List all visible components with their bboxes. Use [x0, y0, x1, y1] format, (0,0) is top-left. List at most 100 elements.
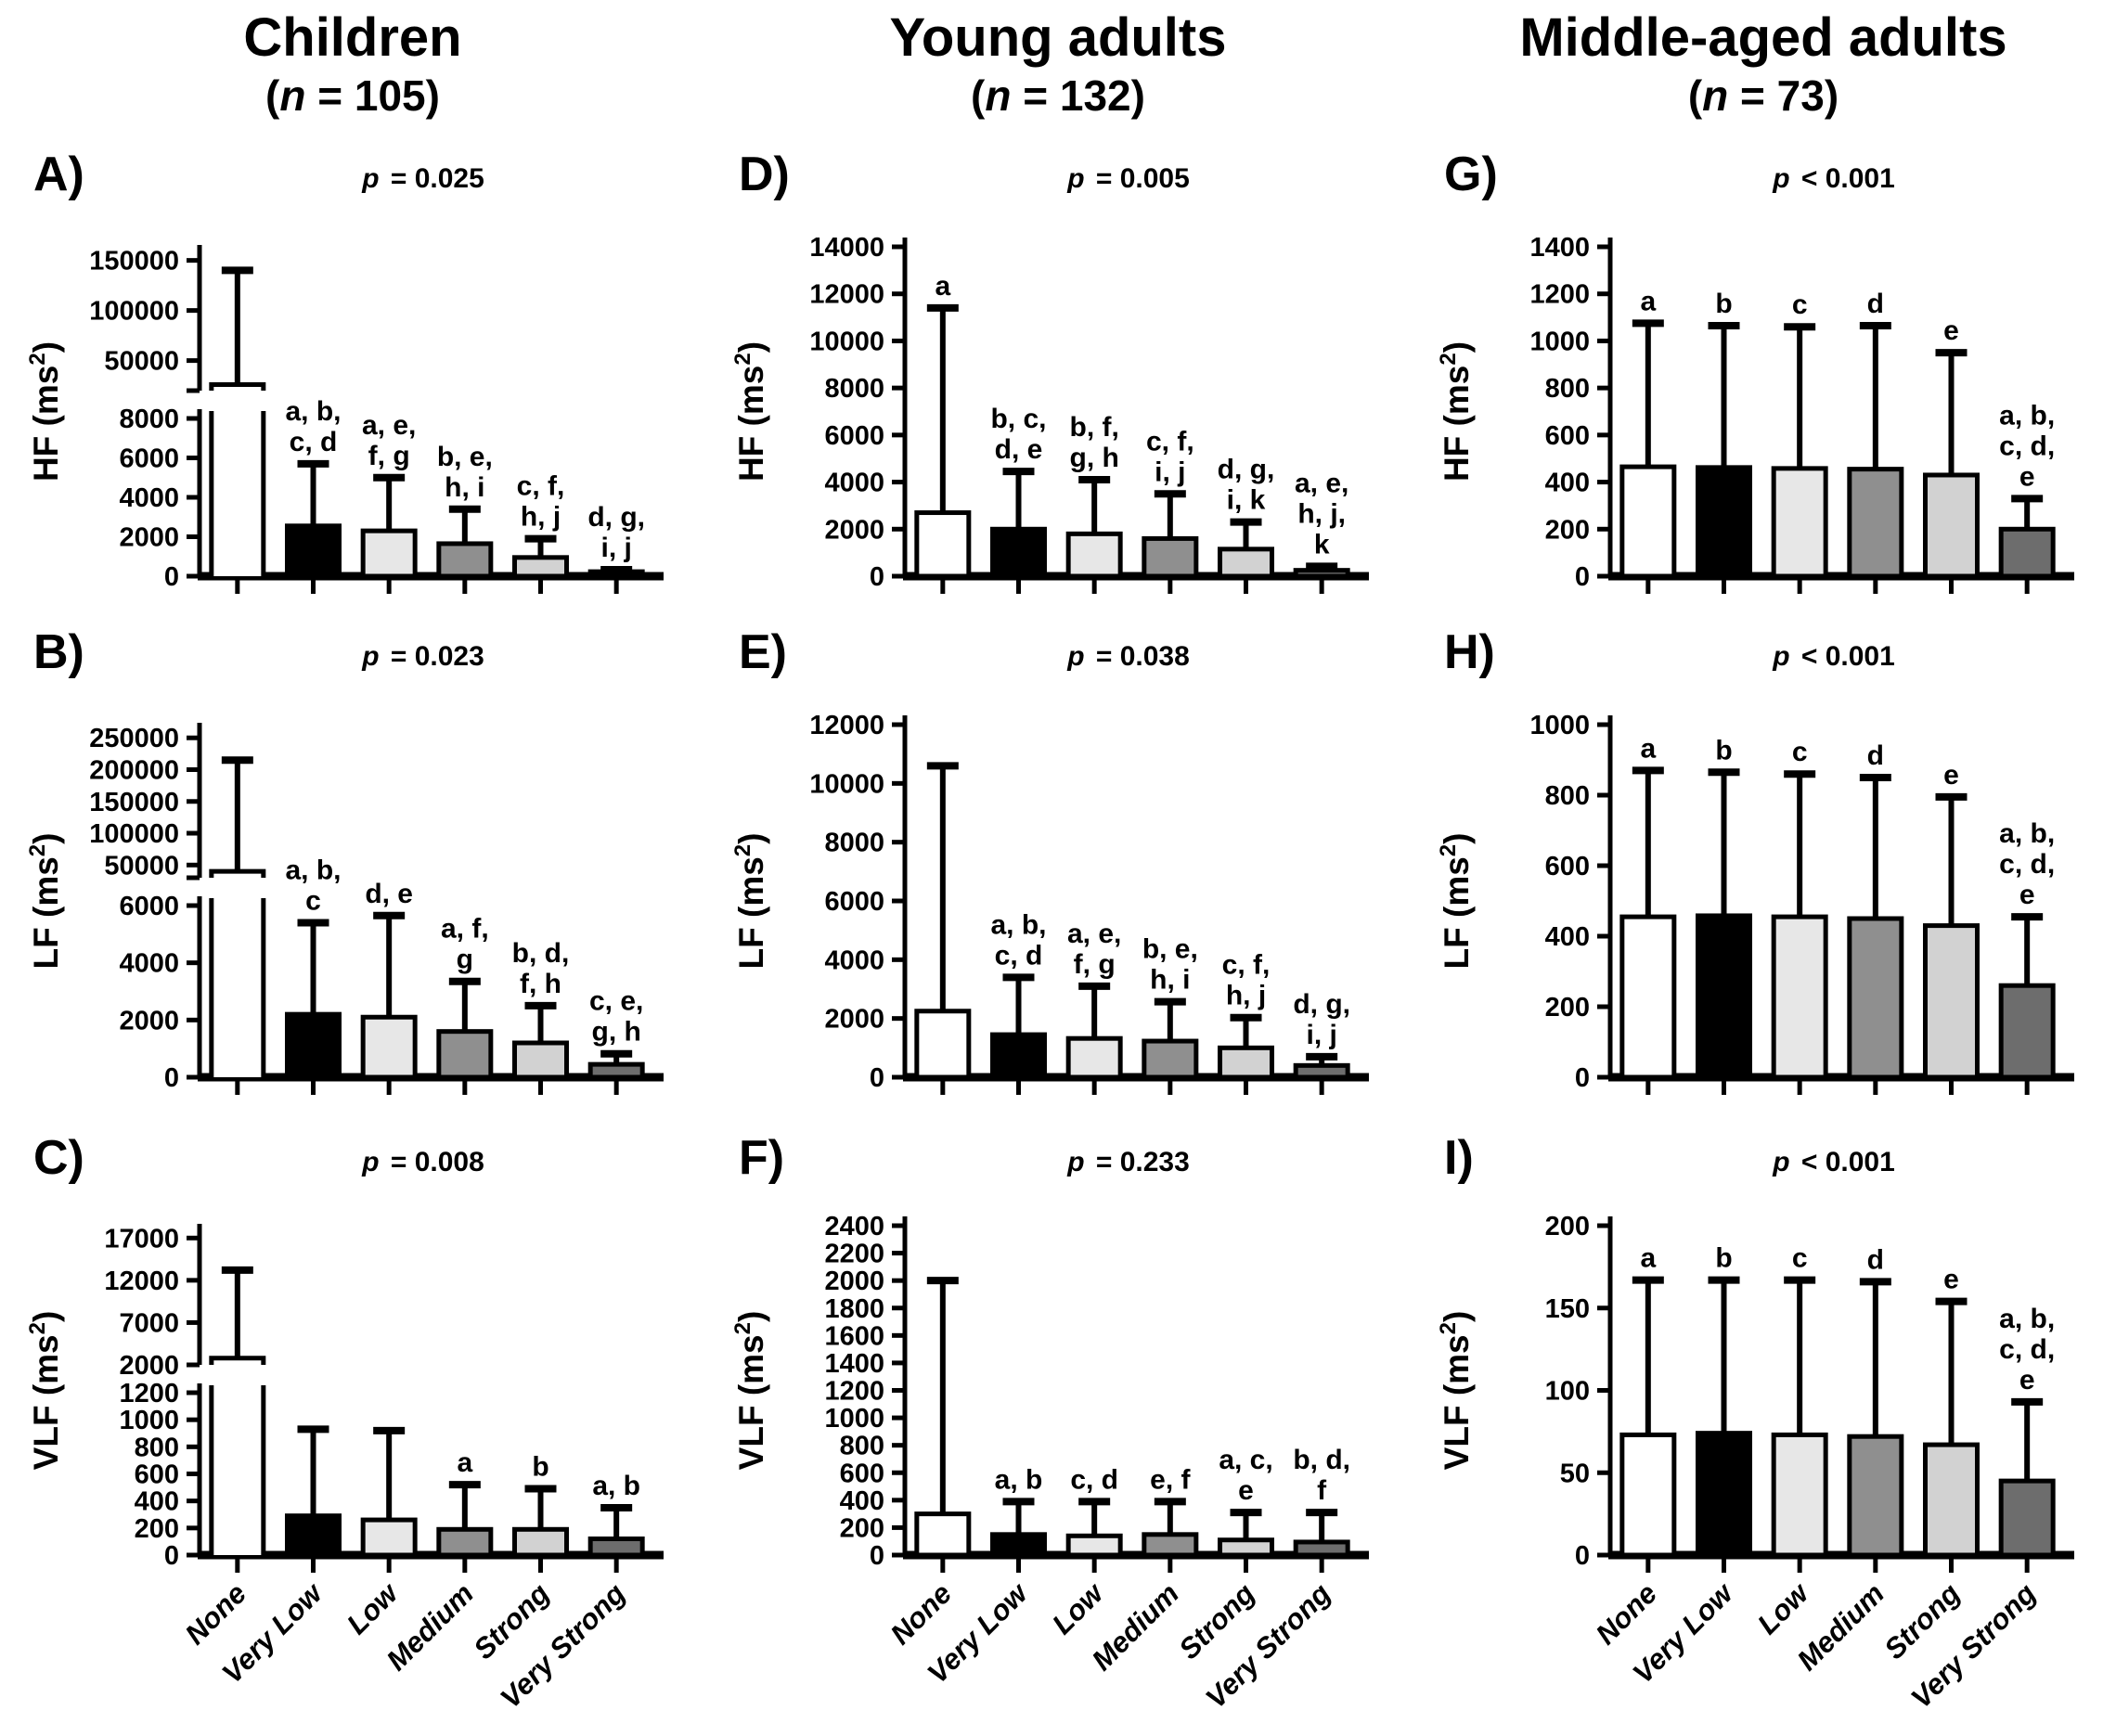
n-value: = 73) — [1728, 71, 1839, 120]
n-symbol: n — [1702, 71, 1729, 120]
panel-f-head: F) p = 0.233 — [705, 1130, 1411, 1185]
svg-text:0: 0 — [1575, 1063, 1590, 1093]
svg-text:h, j: h, j — [1226, 981, 1266, 1011]
svg-text:150000: 150000 — [89, 247, 179, 276]
svg-text:HF (ms2): HF (ms2) — [25, 341, 65, 482]
svg-text:0: 0 — [164, 562, 179, 592]
svg-text:b, e,: b, e, — [1142, 934, 1198, 965]
svg-text:d: d — [1867, 289, 1884, 319]
svg-text:200000: 200000 — [89, 755, 179, 785]
svg-text:i, k: i, k — [1227, 485, 1266, 516]
svg-text:c, d: c, d — [290, 427, 338, 457]
svg-text:i, j: i, j — [1306, 1020, 1336, 1050]
panel-letter: B) — [33, 625, 84, 679]
svg-text:a, f,: a, f, — [441, 914, 489, 945]
svg-text:1400: 1400 — [824, 1349, 884, 1379]
p-text: < 0.001 — [1793, 1147, 1895, 1177]
svg-text:e: e — [1238, 1475, 1254, 1506]
p-value: p < 0.001 — [1773, 641, 1895, 673]
svg-text:1200: 1200 — [119, 1379, 179, 1408]
svg-text:600: 600 — [840, 1459, 884, 1488]
svg-text:17000: 17000 — [104, 1224, 179, 1254]
svg-text:c: c — [1792, 1243, 1808, 1274]
svg-text:c, d,: c, d, — [1999, 1334, 2055, 1365]
svg-text:f, h: f, h — [520, 969, 561, 999]
svg-text:g, h: g, h — [592, 1017, 641, 1048]
svg-text:0: 0 — [870, 562, 884, 592]
svg-text:1800: 1800 — [824, 1294, 884, 1324]
svg-text:a, b: a, b — [995, 1464, 1043, 1495]
p-value: p < 0.001 — [1773, 1147, 1895, 1178]
svg-text:2000: 2000 — [119, 523, 179, 553]
svg-text:VLF (ms2): VLF (ms2) — [25, 1311, 65, 1471]
panel-d-head: D) p = 0.005 — [705, 147, 1411, 201]
panel-e: E) p = 0.038 0 2000 4000 6000 8000 10000 12000… — [705, 624, 1411, 1130]
svg-text:200: 200 — [1545, 515, 1590, 545]
panel-b: B) p = 0.023 0 2000 4000 6000 50000 100000 150… — [0, 624, 705, 1130]
n-symbol: n — [279, 71, 306, 120]
svg-text:d: d — [1867, 1244, 1884, 1275]
svg-text:e, f: e, f — [1150, 1464, 1191, 1495]
svg-text:c, d,: c, d, — [1999, 431, 2055, 461]
svg-text:c, f,: c, f, — [517, 471, 565, 502]
svg-text:b: b — [1715, 735, 1732, 765]
chart-vlf-young-adults: 0200400600800100012001400160018002000220… — [730, 1212, 1369, 1715]
paren: ( — [1687, 71, 1703, 120]
p-value: p < 0.001 — [1773, 163, 1895, 195]
svg-text:a, b,: a, b, — [1999, 1304, 2055, 1334]
panel-a: A) p = 0.025 0 2000 4000 6000 8000 50000 10000… — [0, 147, 705, 624]
panel-h-head: H) p < 0.001 — [1411, 624, 2116, 679]
svg-text:12000: 12000 — [809, 711, 884, 740]
p-value: p = 0.023 — [362, 641, 484, 673]
svg-text:e: e — [2019, 880, 2035, 910]
svg-text:6000: 6000 — [824, 887, 884, 917]
svg-text:a: a — [1640, 1243, 1656, 1274]
svg-text:1400: 1400 — [1529, 233, 1590, 263]
svg-text:0: 0 — [164, 1541, 179, 1571]
column-title: Young adults — [889, 7, 1227, 68]
svg-text:e: e — [1943, 315, 1959, 346]
svg-text:a, b,: a, b, — [1999, 400, 2055, 431]
svg-text:i, j: i, j — [1155, 457, 1185, 487]
p-text: = 0.038 — [1088, 641, 1190, 672]
svg-text:d, g,: d, g, — [1293, 989, 1350, 1020]
svg-text:100: 100 — [1545, 1377, 1590, 1407]
p-symbol: p — [1773, 163, 1790, 194]
svg-text:b, d,: b, d, — [512, 938, 570, 969]
p-text: < 0.001 — [1793, 641, 1895, 672]
p-symbol: p — [1067, 641, 1085, 672]
p-value: p = 0.008 — [362, 1147, 484, 1178]
svg-text:a: a — [1640, 286, 1656, 316]
svg-text:200: 200 — [840, 1513, 884, 1543]
svg-text:4000: 4000 — [824, 945, 884, 975]
panel-a-head: A) p = 0.025 — [0, 147, 705, 201]
paren: ( — [971, 71, 986, 120]
svg-text:600: 600 — [1545, 421, 1590, 451]
panel-h: H) p < 0.001 0 200 400 600 800 1000 a b c d e a, b,… — [1411, 624, 2116, 1130]
svg-text:50000: 50000 — [104, 347, 179, 377]
svg-text:b, d,: b, d, — [1293, 1445, 1350, 1475]
svg-text:2200: 2200 — [824, 1240, 884, 1269]
svg-text:b: b — [532, 1452, 548, 1483]
svg-text:d, e: d, e — [995, 434, 1043, 465]
svg-text:1000: 1000 — [824, 1404, 884, 1434]
svg-text:8000: 8000 — [824, 374, 884, 404]
svg-text:c, d: c, d — [1070, 1464, 1118, 1495]
p-text: = 0.025 — [382, 163, 484, 194]
p-symbol: p — [362, 163, 380, 194]
svg-text:600: 600 — [1545, 852, 1590, 881]
svg-text:f, g: f, g — [368, 441, 410, 471]
svg-text:a, b,: a, b, — [990, 909, 1046, 940]
svg-text:6000: 6000 — [824, 421, 884, 451]
svg-text:h, i: h, i — [445, 472, 484, 503]
svg-text:VLF (ms2): VLF (ms2) — [730, 1311, 770, 1471]
svg-text:b, f,: b, f, — [1070, 412, 1119, 443]
svg-text:a: a — [1640, 733, 1656, 764]
panel-letter: I) — [1444, 1131, 1474, 1185]
svg-text:d: d — [1867, 740, 1884, 771]
svg-text:1600: 1600 — [824, 1321, 884, 1351]
svg-text:100000: 100000 — [89, 819, 179, 849]
